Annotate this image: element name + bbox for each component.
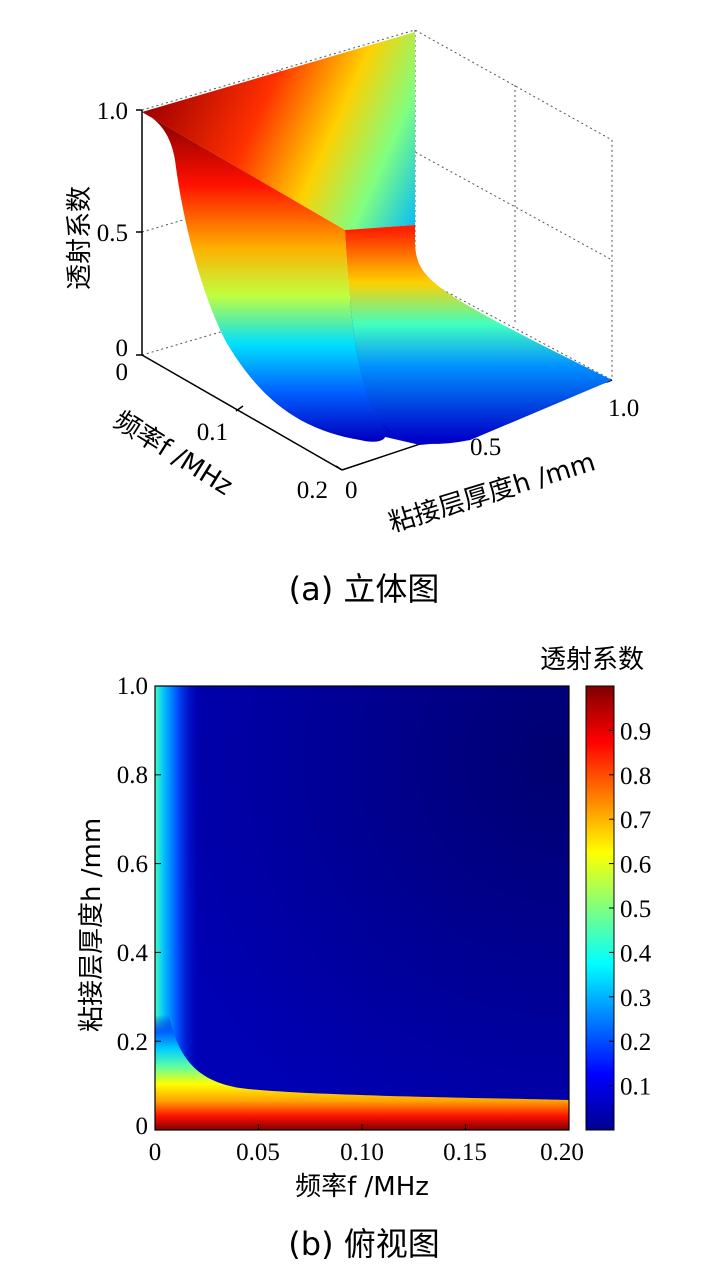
hm-y-tick-label: 0 [136,1113,149,1140]
heatmap-area [155,686,569,1130]
z-axis-label: 透射系数 [65,186,95,290]
hm-y-tick-label: 0.2 [117,1029,148,1056]
heatmap-plot: 1.0 0.8 0.6 0.4 0.2 0 0 0.05 0.10 0.15 0… [77,673,584,1202]
hm-x-axis-label: 频率f /MHz [295,1172,429,1202]
x-tick-label: 0.2 [297,477,328,504]
hm-y-tick-label: 1.0 [117,673,148,700]
surface-front [142,112,387,442]
colorbar-tick-label: 0.2 [620,1029,651,1056]
hm-x-tick-label: 0.10 [340,1139,384,1166]
surface-wall [345,225,612,444]
colorbar-title: 透射系数 [540,645,644,675]
heatmap-ticks [154,685,570,1131]
colorbar-tick-label: 0.5 [620,896,651,923]
x-tick-label: 0 [116,359,129,386]
surface-top [142,32,415,230]
colorbar-tick-label: 0.9 [620,718,651,745]
y-tick-label: 0 [345,477,358,504]
colorbar-ticks: 0.1 0.2 0.3 0.4 0.5 0.6 0.7 0.8 0.9 [609,718,652,1101]
colorbar-tick-label: 0.3 [620,985,651,1012]
z-tick-label: 0 [116,335,129,362]
colorbar: 透射系数 0.1 0.2 0.3 0.4 0.5 0.6 0.7 0.8 0.9 [540,645,652,1131]
z-tick-label: 0.5 [97,220,128,247]
colorbar-tick-label: 0.7 [620,807,651,834]
colorbar-tick-label: 0.1 [620,1074,651,1101]
y-tick-label: 0.5 [470,434,501,461]
hm-x-tick-label: 0 [149,1139,162,1166]
z-tick-label: 1.0 [97,98,128,125]
hm-y-tick-label: 0.6 [117,851,148,878]
hm-y-tick-label: 0.8 [117,762,148,789]
hm-x-tick-label: 0.20 [540,1139,584,1166]
caption-a: (a) 立体图 [289,570,440,608]
hm-x-tick-label: 0.15 [443,1139,487,1166]
hm-y-axis-label: 粘接层厚度h /mm [77,818,107,1032]
caption-b: (b) 俯视图 [288,1225,439,1263]
colorbar-tick-label: 0.6 [620,852,651,879]
surface-plot: 1.0 0.5 0 0 0.1 0.2 0 0.5 1.0 透射系数 频率f /… [65,29,639,539]
heatmap-edge-band [155,686,569,1130]
hm-x-tick-label: 0.05 [236,1139,280,1166]
hm-y-tick-label: 0.4 [117,940,149,967]
y-axis-label: 粘接层厚度h /mm [385,447,599,538]
x-tick-label: 0.1 [197,419,228,446]
colorbar-tick-label: 0.8 [620,763,651,790]
y-tick-label: 1.0 [608,395,639,422]
colorbar-tick-label: 0.4 [620,940,652,967]
